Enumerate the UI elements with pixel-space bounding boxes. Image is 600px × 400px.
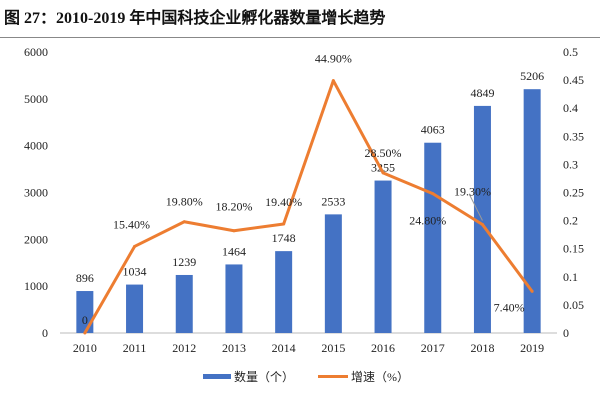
y-left-tick-label: 5000 <box>24 92 48 106</box>
legend-swatch-bars <box>203 374 231 379</box>
bar <box>424 142 442 333</box>
y-left-tick-label: 6000 <box>24 45 48 59</box>
y-right-tick-label: 0.25 <box>563 186 584 200</box>
line-data-label: 19.30% <box>454 185 491 199</box>
y-left-tick-label: 4000 <box>24 139 48 153</box>
y-right-tick-label: 0.45 <box>563 73 584 87</box>
line-data-label: 44.90% <box>315 52 352 66</box>
bar-data-label: 1034 <box>123 265 147 279</box>
bar-data-label: 2533 <box>321 194 345 208</box>
y-right-tick-label: 0.05 <box>563 298 584 312</box>
bar <box>76 291 94 333</box>
growth-point <box>530 289 534 293</box>
y-right-tick-label: 0.35 <box>563 129 584 143</box>
x-tick-label: 2014 <box>272 341 296 355</box>
title-divider <box>0 37 600 38</box>
bar-data-label: 4063 <box>421 123 445 137</box>
line-data-label: 7.40% <box>494 300 525 314</box>
growth-point <box>133 244 137 248</box>
x-tick-label: 2012 <box>172 341 196 355</box>
x-tick-label: 2018 <box>470 341 494 355</box>
bar <box>225 264 243 333</box>
y-left-tick-label: 3000 <box>24 186 48 200</box>
x-tick-label: 2016 <box>371 341 395 355</box>
growth-point <box>232 229 236 233</box>
growth-point <box>480 223 484 227</box>
bar-data-label: 1748 <box>272 231 296 245</box>
bar <box>324 214 342 333</box>
x-tick-label: 2013 <box>222 341 246 355</box>
bar <box>523 89 541 333</box>
y-right-tick-label: 0 <box>563 326 569 340</box>
y-right-tick-label: 0.3 <box>563 157 578 171</box>
y-left-tick-label: 1000 <box>24 279 48 293</box>
growth-point <box>282 222 286 226</box>
line-data-label: 28.50% <box>365 146 402 160</box>
line-data-label: 24.80% <box>409 214 446 228</box>
growth-point <box>83 331 87 335</box>
y-right-tick-label: 0.1 <box>563 270 578 284</box>
line-data-label: 19.80% <box>166 195 203 209</box>
growth-point <box>381 171 385 175</box>
legend-label-line: 增速（%） <box>351 370 409 384</box>
growth-point <box>331 79 335 83</box>
x-tick-label: 2011 <box>123 341 147 355</box>
y-right-tick-label: 0.2 <box>563 214 578 228</box>
bar-data-label: 1464 <box>222 244 246 258</box>
leader-line <box>469 194 483 221</box>
bar-data-label: 4849 <box>470 86 494 100</box>
bar <box>374 180 392 333</box>
line-data-label: 15.40% <box>113 217 150 231</box>
line-data-label: 19.40% <box>265 195 302 209</box>
x-tick-label: 2010 <box>73 341 97 355</box>
y-right-tick-label: 0.5 <box>563 45 578 59</box>
bar-data-label: 896 <box>76 271 94 285</box>
bar-data-label: 5206 <box>520 69 544 83</box>
y-right-tick-label: 0.4 <box>563 101 578 115</box>
growth-line <box>83 79 534 334</box>
x-tick-label: 2017 <box>421 341 445 355</box>
y-right-tick-label: 0.15 <box>563 242 584 256</box>
line-data-label: 18.20% <box>215 200 252 214</box>
figure-title: 图 27：2010-2019 年中国科技企业孵化器数量增长趋势 <box>4 10 386 27</box>
bar <box>126 284 144 333</box>
bar <box>275 251 293 333</box>
y-left-tick-label: 2000 <box>24 232 48 246</box>
x-tick-label: 2019 <box>520 341 544 355</box>
growth-point <box>431 192 435 196</box>
bar <box>175 274 193 333</box>
bar-data-label: 1239 <box>172 255 196 269</box>
x-tick-label: 2015 <box>321 341 345 355</box>
legend-label-bars: 数量（个） <box>234 369 294 384</box>
growth-point <box>182 220 186 224</box>
line-data-label: 0 <box>82 313 88 327</box>
y-left-tick-label: 0 <box>42 326 48 340</box>
